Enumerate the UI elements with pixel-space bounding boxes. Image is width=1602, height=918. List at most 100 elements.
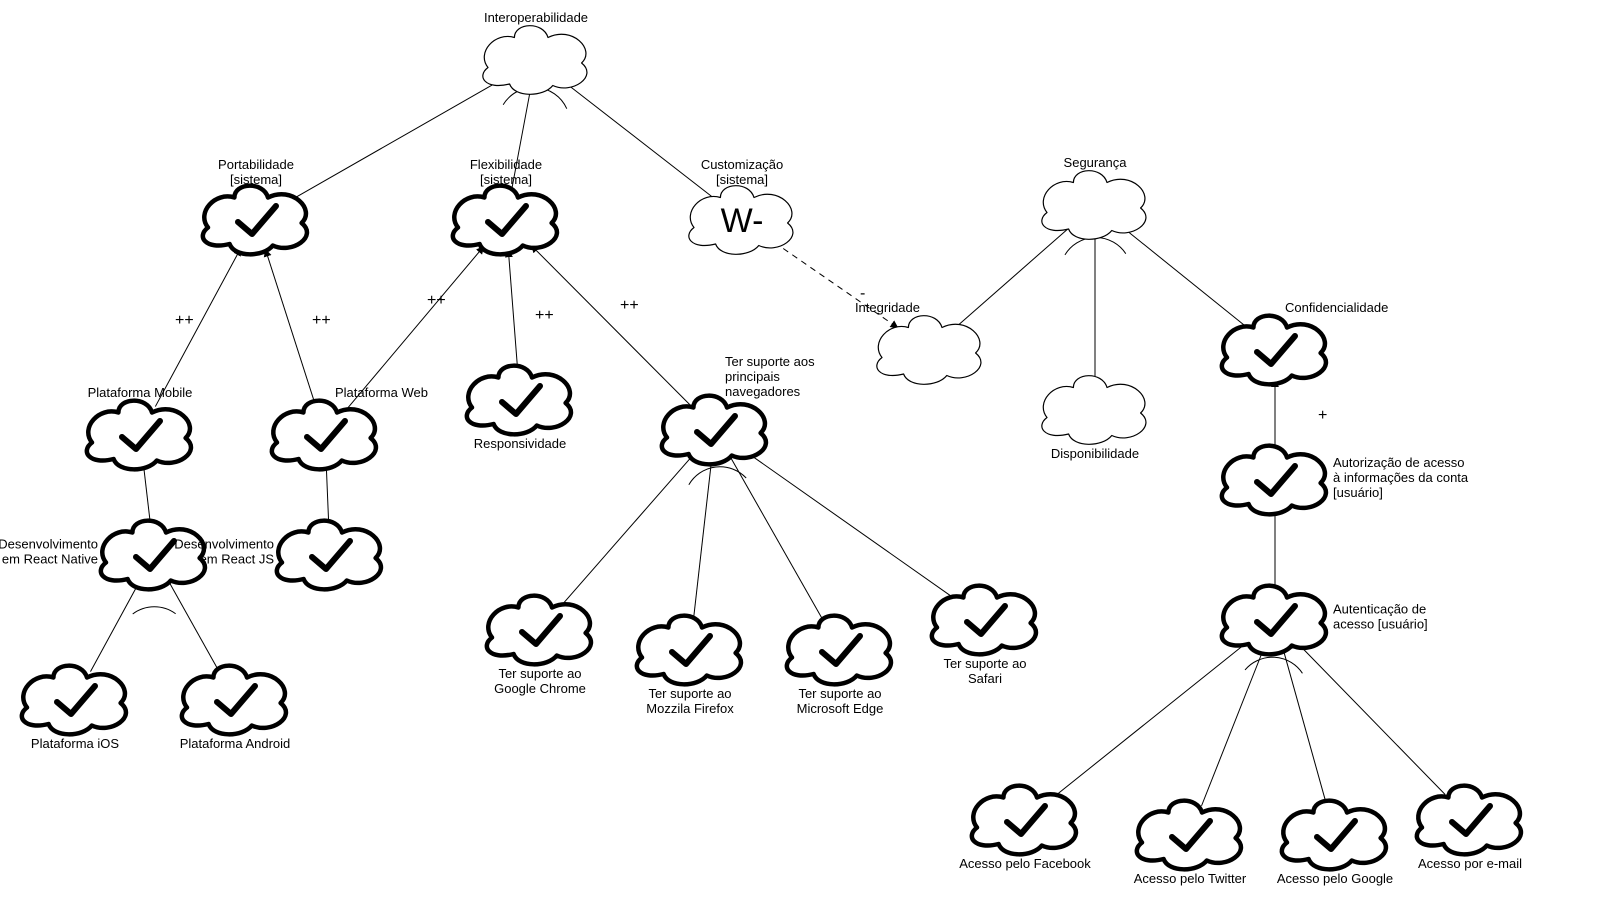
edge <box>731 458 824 621</box>
softgoal-respons <box>467 366 571 435</box>
node-label: Plataforma Mobile <box>88 385 193 400</box>
softgoal-plat_web <box>272 401 376 470</box>
cloud-icon <box>487 596 591 665</box>
edge-label: ++ <box>535 307 554 324</box>
node-inner-text: W- <box>721 202 764 240</box>
cloud-icon <box>467 366 571 435</box>
cloud-icon <box>637 616 741 685</box>
cloud-icon <box>787 616 891 685</box>
edge-label: + <box>1318 407 1327 424</box>
edge <box>291 80 500 200</box>
cloud-icon <box>1042 171 1146 240</box>
edge <box>958 229 1067 325</box>
cloud-icon <box>182 666 286 735</box>
node-label: Acesso pelo Twitter <box>1134 871 1247 886</box>
contribution-edge <box>155 248 240 406</box>
edge <box>1124 229 1245 327</box>
cloud-icon <box>483 26 587 95</box>
softgoal-integridade <box>877 316 981 385</box>
edge <box>1202 649 1264 806</box>
edge <box>566 83 712 196</box>
softgoal-safari <box>932 586 1036 655</box>
edge <box>326 465 329 525</box>
softgoal-custom: W- <box>689 186 793 255</box>
cloud-icon <box>203 186 307 255</box>
node-label: Desenvolvimentoem React Native <box>0 537 98 567</box>
contribution-edge <box>508 250 517 370</box>
cloud-icon <box>87 401 191 470</box>
edge <box>1300 646 1445 795</box>
and-arc <box>1245 657 1302 673</box>
softgoal-autoriz <box>1222 446 1326 515</box>
edge <box>563 456 692 603</box>
softgoal-seguranca <box>1042 171 1146 240</box>
node-label: Ter suporte aoSafari <box>943 656 1026 686</box>
node-label: Interoperabilidade <box>484 10 588 25</box>
node-label: Responsividade <box>474 436 567 451</box>
node-label: Segurança <box>1064 155 1128 170</box>
and-arc <box>133 607 176 614</box>
edge <box>1283 650 1327 806</box>
softgoal-disponib <box>1042 376 1146 445</box>
node-label: Confidencialidade <box>1285 300 1388 315</box>
edge <box>747 452 953 597</box>
node-label: Integridade <box>855 300 920 315</box>
softgoal-interop <box>483 26 587 95</box>
node-label: Portabilidade[sistema] <box>218 157 294 187</box>
cloud-icon <box>1222 446 1326 515</box>
edge <box>1055 644 1246 797</box>
node-label: Ter suporte aoMozzila Firefox <box>646 686 734 716</box>
softgoal-confid <box>1222 316 1326 385</box>
node-label: Customização[sistema] <box>701 157 783 187</box>
node-label: Ter suporte aosprincipaisnavegadores <box>725 354 815 399</box>
node-label: Acesso pelo Google <box>1277 871 1393 886</box>
node-label: Plataforma Web <box>335 385 428 400</box>
node-label: Disponibilidade <box>1051 446 1139 461</box>
cloud-icon <box>1222 586 1326 655</box>
edge <box>143 465 150 525</box>
cloud-icon <box>453 186 557 255</box>
contribution-edge <box>265 249 315 405</box>
node-label: Flexibilidade[sistema] <box>470 157 542 187</box>
cloud-icon <box>972 786 1076 855</box>
softgoal-edge <box>787 616 891 685</box>
node-label: Autenticação deacesso [usuário] <box>1333 602 1428 632</box>
softgoal-twitter <box>1137 801 1241 870</box>
node-label: Acesso por e-mail <box>1418 856 1522 871</box>
node-label: Ter suporte aoMicrosoft Edge <box>797 686 884 716</box>
softgoal-suporte_nav <box>662 396 766 465</box>
softgoal-android <box>182 666 286 735</box>
cloud-icon <box>1417 786 1521 855</box>
node-label: Acesso pelo Facebook <box>959 856 1091 871</box>
edge <box>693 460 711 620</box>
softgoal-firefox <box>637 616 741 685</box>
softgoal-plat_mobile <box>87 401 191 470</box>
edge-label: ++ <box>427 292 446 309</box>
softgoal-flex <box>453 186 557 255</box>
edge <box>170 583 219 671</box>
softgoal-chrome <box>487 596 591 665</box>
softgoal-ios <box>22 666 126 735</box>
cloud-icon <box>1222 316 1326 385</box>
cloud-icon <box>22 666 126 735</box>
cloud-icon <box>662 396 766 465</box>
node-label: Plataforma iOS <box>31 736 119 751</box>
cloud-icon <box>1137 801 1241 870</box>
softgoal-email <box>1417 786 1521 855</box>
node-label: Plataforma Android <box>180 736 291 751</box>
node-label: Ter suporte aoGoogle Chrome <box>494 666 586 696</box>
node-label: Autorização de acessoà informações da co… <box>1333 455 1469 500</box>
softgoal-react_js <box>277 521 381 590</box>
cloud-icon <box>877 316 981 385</box>
cloud-icon <box>277 521 381 590</box>
softgoal-react_native <box>101 521 205 590</box>
softgoal-autent <box>1222 586 1326 655</box>
cloud-icon <box>272 401 376 470</box>
softgoal-portab <box>203 186 307 255</box>
edge-label: ++ <box>175 312 194 329</box>
softgoal-facebook <box>972 786 1076 855</box>
softgoal-google <box>1282 801 1386 870</box>
cloud-icon <box>1282 801 1386 870</box>
edge-label: ++ <box>620 297 639 314</box>
edge <box>90 583 138 671</box>
